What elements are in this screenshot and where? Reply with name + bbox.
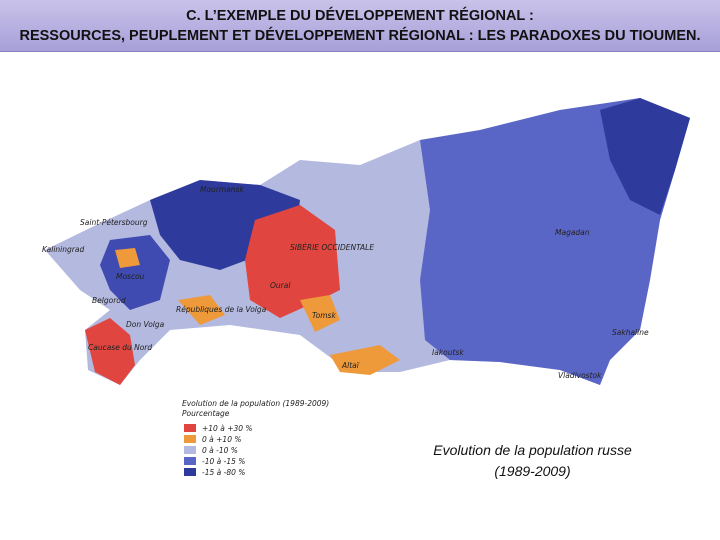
title-line: RESSOURCES, PEUPLEMENT ET DÉVELOPPEMENT … <box>19 28 701 44</box>
caption-line: Evolution de la population russe <box>433 442 632 458</box>
region <box>85 318 135 385</box>
region <box>600 98 690 215</box>
map-label: Don Volga <box>126 320 165 329</box>
region <box>300 295 340 332</box>
region <box>245 205 340 318</box>
legend-swatch <box>184 468 196 476</box>
legend-swatch <box>184 424 196 432</box>
legend-swatch <box>184 457 196 465</box>
map-label: SIBÉRIE OCCIDENTALE <box>290 243 374 252</box>
title-line: C. L’EXEMPLE DU DÉVELOPPEMENT RÉGIONAL : <box>186 8 534 24</box>
legend-title: Evolution de la population (1989-2009) <box>182 399 329 408</box>
map-label: Caucase du Nord <box>88 343 152 352</box>
map-label: Moscou <box>116 272 145 281</box>
map-label: Vladivostok <box>558 371 602 380</box>
caption: Evolution de la population russe (1989-2… <box>400 440 665 482</box>
legend-label: 0 à +10 % <box>202 435 241 444</box>
map-label: Iakoutsk <box>432 348 464 357</box>
map-label: Kaliningrad <box>42 245 84 254</box>
caption-line: (1989-2009) <box>494 463 571 479</box>
map-label: Magadan <box>555 228 590 237</box>
legend-swatch <box>184 435 196 443</box>
legend-label: +10 à +30 % <box>202 424 253 433</box>
map-label: Mourmansk <box>200 185 244 194</box>
map-label: Républiques de la Volga <box>176 305 267 314</box>
legend-label: -10 à -15 % <box>202 457 245 466</box>
map-label: Oural <box>270 281 291 290</box>
legend-label: -15 à -80 % <box>202 468 245 477</box>
legend-swatch <box>184 446 196 454</box>
legend-label: 0 à -10 % <box>202 446 238 455</box>
map-label: Altaï <box>341 361 360 370</box>
map-label: Belgorod <box>92 296 126 305</box>
legend: +10 à +30 % 0 à +10 % 0 à -10 % -10 à -15 %… <box>184 424 253 477</box>
region <box>115 248 140 268</box>
header: C. L’EXEMPLE DU DÉVELOPPEMENT RÉGIONAL :… <box>0 0 720 52</box>
map-label: Tomsk <box>312 311 336 320</box>
region <box>178 295 225 325</box>
region <box>330 345 400 375</box>
map-label: Saint-Pétersbourg <box>80 218 148 227</box>
legend-subtitle: Pourcentage <box>182 409 230 418</box>
map-label: Sakhaline <box>612 328 649 337</box>
